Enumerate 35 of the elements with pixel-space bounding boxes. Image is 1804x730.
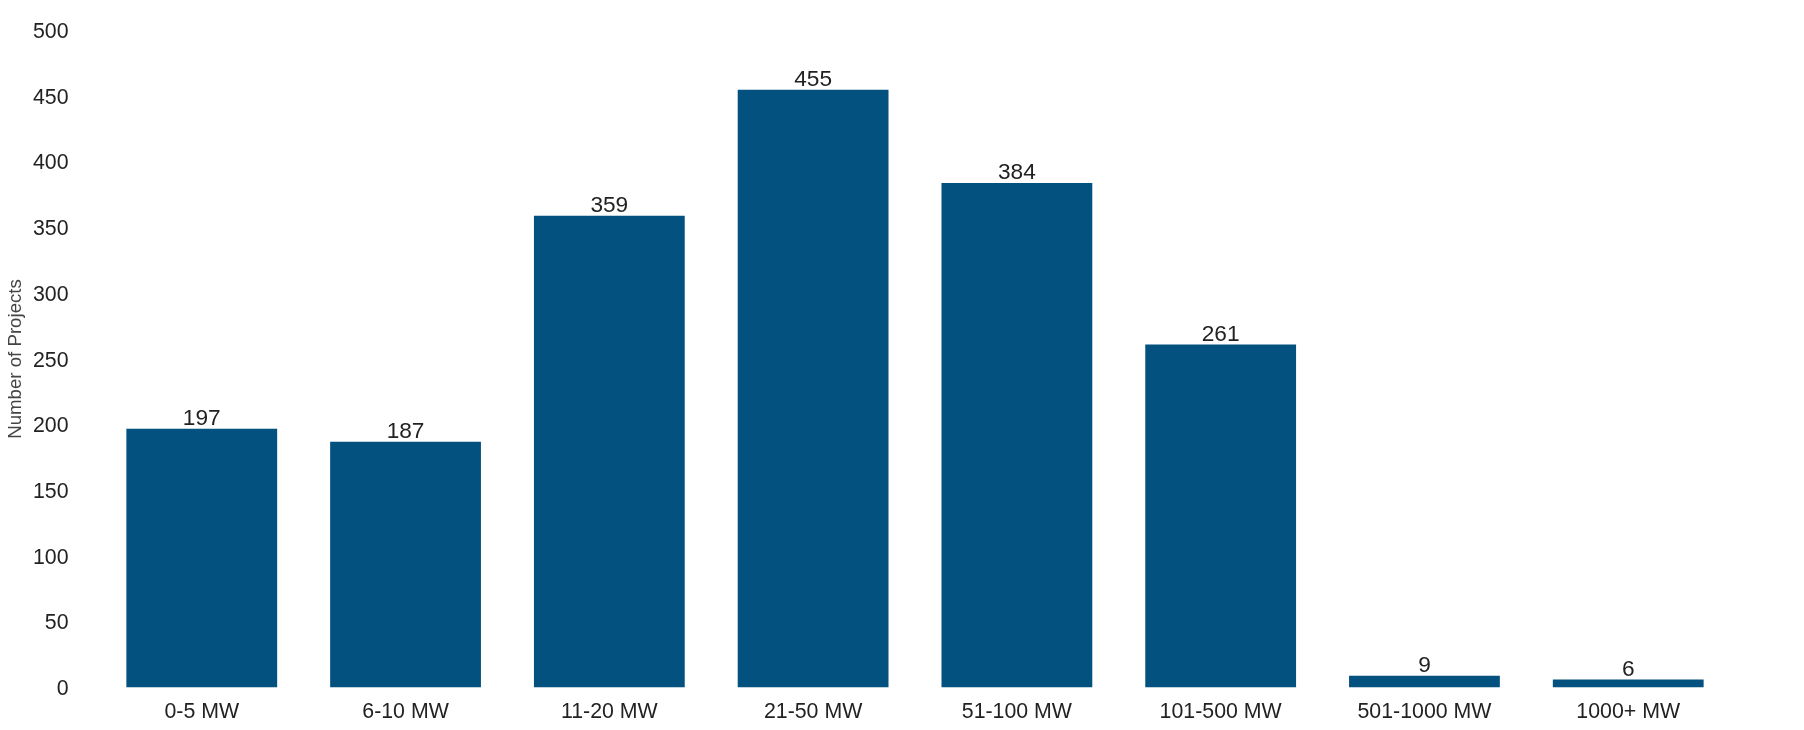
x-tick-label: 51-100 MW <box>961 698 1073 723</box>
y-tick-label: 350 <box>32 216 69 241</box>
y-tick-label: 450 <box>32 84 69 109</box>
bar <box>330 441 481 688</box>
y-tick-label: 500 <box>32 19 69 43</box>
data-label: 455 <box>794 64 833 91</box>
bar <box>737 89 889 688</box>
y-tick-label: 50 <box>44 610 69 635</box>
y-tick-label: 0 <box>56 676 69 700</box>
y-tick-label: 150 <box>32 478 69 503</box>
data-label: 261 <box>1201 319 1240 346</box>
data-label: 9 <box>1418 650 1431 677</box>
x-tick-label: 21-50 MW <box>763 698 864 723</box>
bar <box>533 215 685 688</box>
x-tick-label: 501-1000 MW <box>1357 698 1493 723</box>
x-tick-label: 1000+ MW <box>1576 698 1681 723</box>
data-label: 384 <box>997 157 1036 184</box>
y-tick-label: 200 <box>32 413 69 438</box>
data-label: 359 <box>590 190 629 217</box>
data-label: 187 <box>386 416 425 443</box>
data-label: 197 <box>182 403 221 430</box>
x-tick-label: 101-500 MW <box>1159 698 1283 723</box>
y-tick-label: 100 <box>32 544 69 569</box>
bar <box>941 182 1093 688</box>
x-tick-label: 6-10 MW <box>362 698 450 723</box>
data-label: 6 <box>1621 654 1635 681</box>
y-axis-title: Number of Projects <box>3 279 25 439</box>
y-tick-label: 300 <box>32 281 69 306</box>
y-tick-label: 400 <box>32 150 69 175</box>
x-tick-label: 0-5 MW <box>164 698 240 723</box>
y-tick-label: 250 <box>32 347 69 372</box>
bar <box>1349 675 1500 688</box>
x-tick-label: 11-20 MW <box>560 698 659 723</box>
bar <box>126 428 278 688</box>
bar <box>1145 344 1297 688</box>
